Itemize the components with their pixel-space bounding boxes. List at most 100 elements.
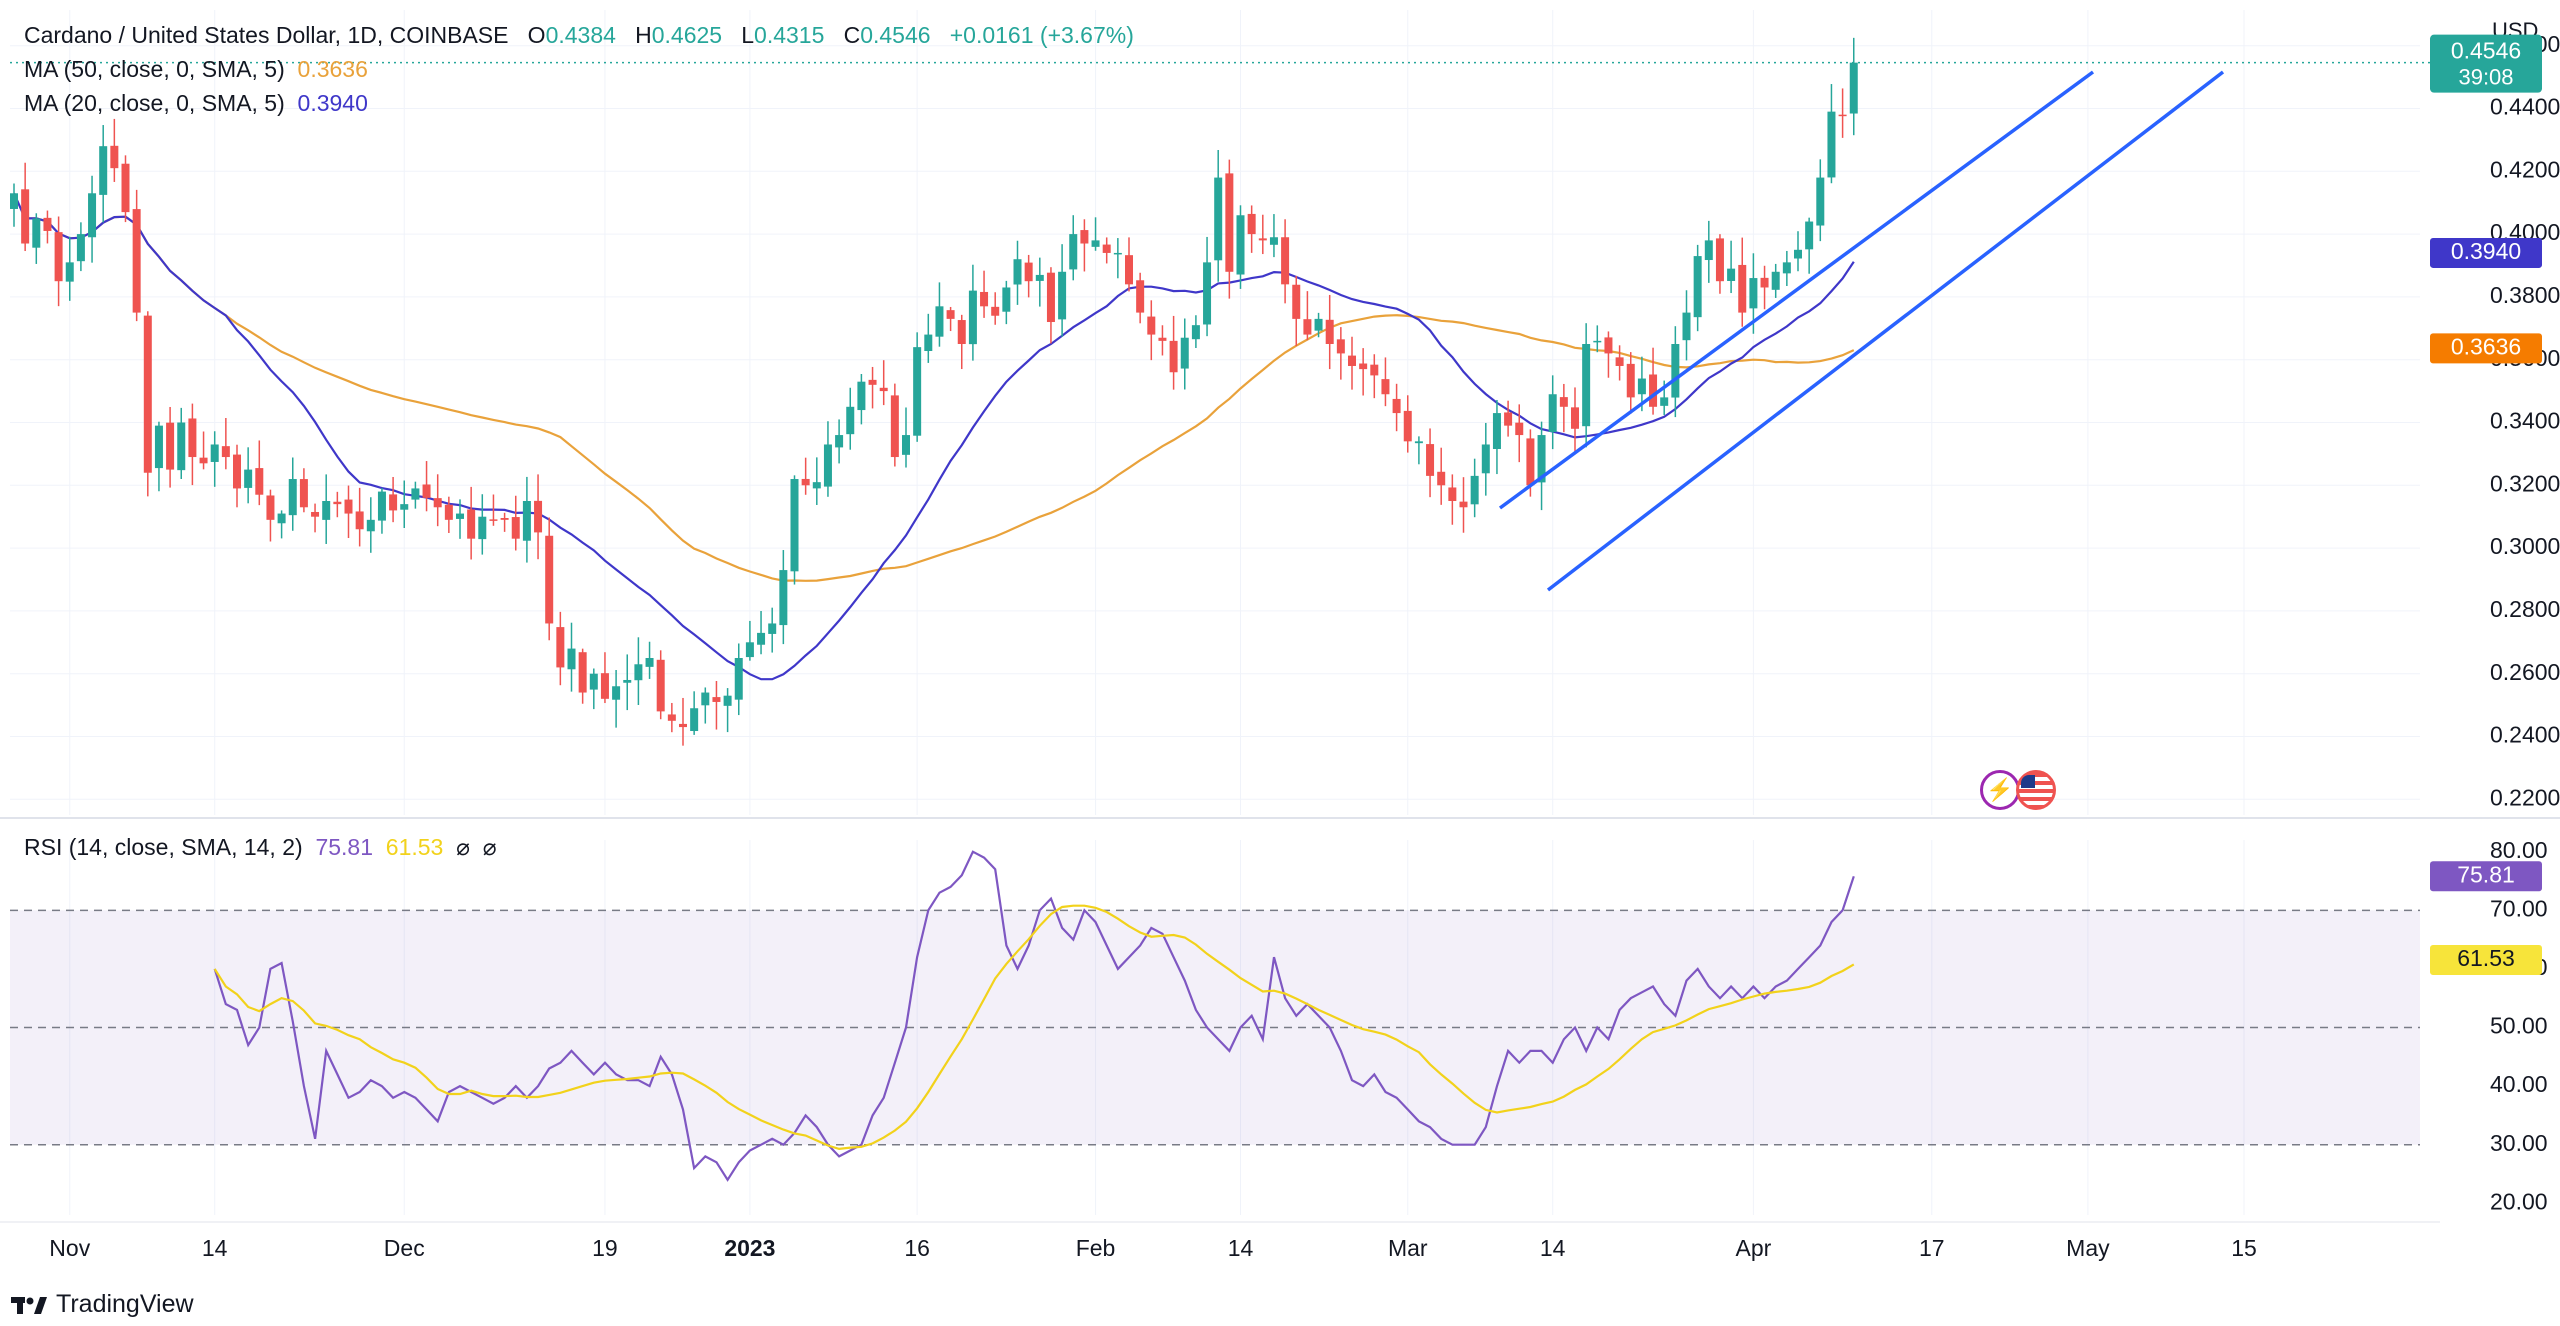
rsi-ma-badge[interactable] bbox=[2430, 944, 2542, 975]
close-value: 0.4546 bbox=[860, 22, 931, 48]
candle-body bbox=[1058, 271, 1067, 320]
candle-body bbox=[1426, 444, 1435, 476]
candle-body bbox=[723, 695, 732, 706]
symbol-title: Cardano / United States Dollar, 1D, COIN… bbox=[24, 22, 509, 48]
candle-body bbox=[389, 494, 398, 511]
candle-body bbox=[32, 218, 41, 248]
rsi-extra-1: ⌀ bbox=[456, 834, 470, 860]
candle-body bbox=[1002, 287, 1011, 312]
rsi-legend[interactable]: RSI (14, close, SMA, 14, 2) 75.81 61.53 … bbox=[24, 834, 497, 861]
candle-body bbox=[99, 146, 108, 195]
candle-body bbox=[1191, 325, 1200, 340]
price-tick-label: 0.3800 bbox=[2490, 282, 2560, 308]
candle-body bbox=[545, 535, 554, 624]
time-tick-label: Apr bbox=[1736, 1235, 1772, 1261]
candle-body bbox=[1782, 262, 1791, 274]
candle-body bbox=[88, 193, 97, 238]
candle-body bbox=[1370, 364, 1379, 376]
time-tick-label: 17 bbox=[1919, 1235, 1945, 1261]
candle-body bbox=[422, 484, 431, 498]
candle-body bbox=[1013, 259, 1022, 285]
candle-body bbox=[1136, 280, 1145, 313]
candle-body bbox=[277, 513, 286, 524]
rsi-tick-label: 40.00 bbox=[2490, 1071, 2548, 1097]
high-value: 0.4625 bbox=[651, 22, 723, 48]
candle-body bbox=[121, 163, 130, 213]
candle-body bbox=[1827, 111, 1836, 178]
ma50-badge[interactable] bbox=[2430, 333, 2542, 364]
candle-body bbox=[1571, 407, 1579, 429]
price-tick-label: 0.3400 bbox=[2490, 408, 2560, 434]
candles bbox=[10, 37, 1858, 746]
time-tick-label: 19 bbox=[592, 1235, 618, 1261]
candle-body bbox=[10, 193, 18, 209]
candle-body bbox=[1314, 318, 1323, 331]
open-value: 0.4384 bbox=[545, 22, 616, 48]
rsi-badge[interactable] bbox=[2430, 861, 2542, 892]
last-price-badge[interactable] bbox=[2430, 34, 2542, 93]
candle-body bbox=[656, 659, 665, 712]
candle-body bbox=[1203, 262, 1212, 325]
candle-body bbox=[1403, 410, 1412, 442]
time-tick-label: May bbox=[2066, 1235, 2110, 1261]
candle-body bbox=[344, 499, 353, 514]
high-label: H bbox=[635, 22, 652, 48]
price-tick-label: 0.3000 bbox=[2490, 533, 2560, 559]
candle-body bbox=[411, 488, 420, 500]
ma50-legend[interactable]: MA (50, close, 0, SMA, 5) 0.3636 bbox=[24, 56, 368, 83]
lightning-icon[interactable]: ⚡ bbox=[1980, 770, 2020, 810]
channel-upper-line[interactable] bbox=[1498, 70, 2095, 510]
candle-body bbox=[946, 310, 955, 319]
candle-body bbox=[701, 692, 710, 706]
us-flag-icon[interactable] bbox=[2016, 770, 2056, 810]
candle-body bbox=[1805, 221, 1814, 250]
candle-body bbox=[1481, 444, 1490, 474]
candle-body bbox=[1046, 272, 1055, 323]
price-tick-label: 0.2800 bbox=[2490, 596, 2560, 622]
candle-body bbox=[500, 518, 509, 520]
candle-body bbox=[1269, 237, 1278, 245]
candle-body bbox=[1604, 337, 1613, 354]
candle-body bbox=[980, 291, 989, 307]
candle-body bbox=[1024, 262, 1033, 282]
candle-body bbox=[433, 498, 442, 508]
time-tick-label: 15 bbox=[2231, 1235, 2257, 1261]
candle-body bbox=[1158, 337, 1167, 341]
ma50-line bbox=[12, 192, 1855, 582]
trend-channel[interactable] bbox=[1498, 70, 2225, 592]
ma20-badge[interactable] bbox=[2430, 237, 2542, 268]
candle-body bbox=[1492, 413, 1501, 450]
candle-body bbox=[65, 262, 74, 282]
moving-averages bbox=[10, 61, 2450, 681]
candle-body bbox=[1816, 177, 1825, 226]
time-tick-label: Dec bbox=[384, 1235, 425, 1261]
close-label: C bbox=[843, 22, 861, 48]
tradingview-logo[interactable]: TradingView bbox=[10, 1290, 194, 1319]
ma20-legend[interactable]: MA (20, close, 0, SMA, 5) 0.3940 bbox=[24, 90, 368, 117]
candle-body bbox=[745, 642, 754, 658]
rsi-ma-badge-value: 61.53 bbox=[2457, 945, 2515, 971]
time-axis[interactable]: Nov 14 Dec 19 2023 16 Feb 14 Mar 14 Apr 17 May 15 bbox=[49, 1235, 2257, 1261]
channel-lower-line[interactable] bbox=[1546, 70, 2225, 592]
candle-body bbox=[1715, 238, 1724, 282]
candle-body bbox=[1749, 278, 1758, 309]
price-axis[interactable]: USD0.22000.24000.26000.28000.30000.32000… bbox=[2430, 18, 2560, 1215]
candle-body bbox=[957, 320, 966, 344]
candle-body bbox=[1693, 256, 1702, 318]
candle-body bbox=[690, 708, 699, 732]
candle-body bbox=[1169, 340, 1178, 373]
candle-body bbox=[1559, 397, 1568, 407]
symbol-legend[interactable]: Cardano / United States Dollar, 1D, COIN… bbox=[24, 22, 1134, 49]
candle-body bbox=[1080, 230, 1089, 244]
candle-body bbox=[132, 209, 141, 313]
candle-body bbox=[835, 435, 844, 448]
candle-body bbox=[1671, 344, 1680, 398]
rsi-line bbox=[213, 850, 1855, 1182]
candle-body bbox=[366, 519, 375, 532]
candle-body bbox=[76, 234, 85, 262]
candle-body bbox=[1359, 363, 1368, 370]
candle-body bbox=[1794, 249, 1802, 259]
candle-body bbox=[913, 347, 922, 436]
candle-body bbox=[355, 511, 364, 530]
